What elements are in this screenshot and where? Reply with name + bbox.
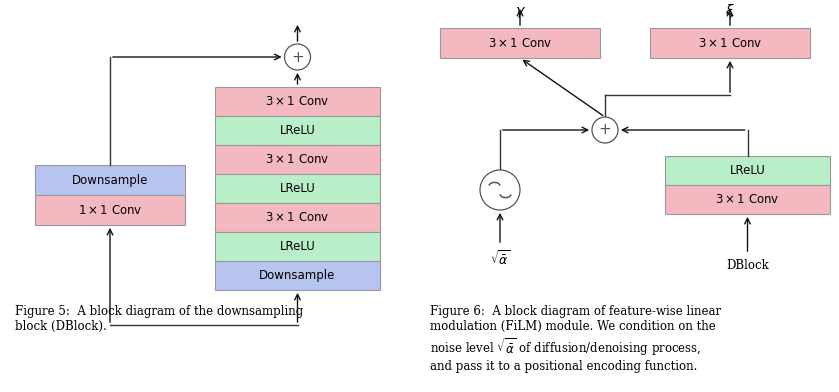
Text: $\sqrt{\bar{\alpha}}$: $\sqrt{\bar{\alpha}}$ bbox=[490, 250, 510, 268]
Text: Downsample: Downsample bbox=[72, 174, 149, 187]
Bar bbox=[215, 261, 380, 290]
Bar bbox=[215, 87, 380, 116]
Text: Figure 6:  A block diagram of feature-wise linear
modulation (FiLM) module. We c: Figure 6: A block diagram of feature-wis… bbox=[430, 305, 722, 373]
Bar bbox=[650, 28, 810, 58]
Text: LReLU: LReLU bbox=[730, 164, 765, 177]
Text: DBlock: DBlock bbox=[726, 259, 769, 272]
Text: $\xi$: $\xi$ bbox=[725, 2, 735, 20]
Text: $3 \times 1$ Conv: $3 \times 1$ Conv bbox=[715, 193, 779, 206]
Text: $3 \times 1$ Conv: $3 \times 1$ Conv bbox=[487, 36, 552, 49]
Text: Figure 5:  A block diagram of the downsampling
block (DBlock).: Figure 5: A block diagram of the downsam… bbox=[15, 305, 303, 333]
Text: LReLU: LReLU bbox=[279, 124, 315, 137]
Bar bbox=[440, 28, 600, 58]
Text: $3 \times 1$ Conv: $3 \times 1$ Conv bbox=[265, 211, 330, 224]
Text: $3 \times 1$ Conv: $3 \times 1$ Conv bbox=[698, 36, 763, 49]
Bar bbox=[665, 185, 830, 214]
Bar bbox=[665, 156, 830, 185]
Text: LReLU: LReLU bbox=[279, 240, 315, 253]
Circle shape bbox=[592, 117, 618, 143]
Bar bbox=[215, 116, 380, 145]
Text: $3 \times 1$ Conv: $3 \times 1$ Conv bbox=[265, 95, 330, 108]
Bar bbox=[35, 195, 185, 225]
Text: $\gamma$: $\gamma$ bbox=[514, 5, 525, 20]
Bar bbox=[35, 165, 185, 195]
Text: $3 \times 1$ Conv: $3 \times 1$ Conv bbox=[265, 153, 330, 166]
Text: Downsample: Downsample bbox=[259, 269, 336, 282]
Bar bbox=[215, 145, 380, 174]
Text: +: + bbox=[291, 49, 304, 65]
Bar bbox=[215, 203, 380, 232]
Text: $1 \times 1$ Conv: $1 \times 1$ Conv bbox=[78, 203, 143, 216]
Text: +: + bbox=[598, 122, 612, 138]
Bar bbox=[215, 232, 380, 261]
Text: LReLU: LReLU bbox=[279, 182, 315, 195]
Circle shape bbox=[480, 170, 520, 210]
Circle shape bbox=[284, 44, 310, 70]
Bar bbox=[215, 174, 380, 203]
